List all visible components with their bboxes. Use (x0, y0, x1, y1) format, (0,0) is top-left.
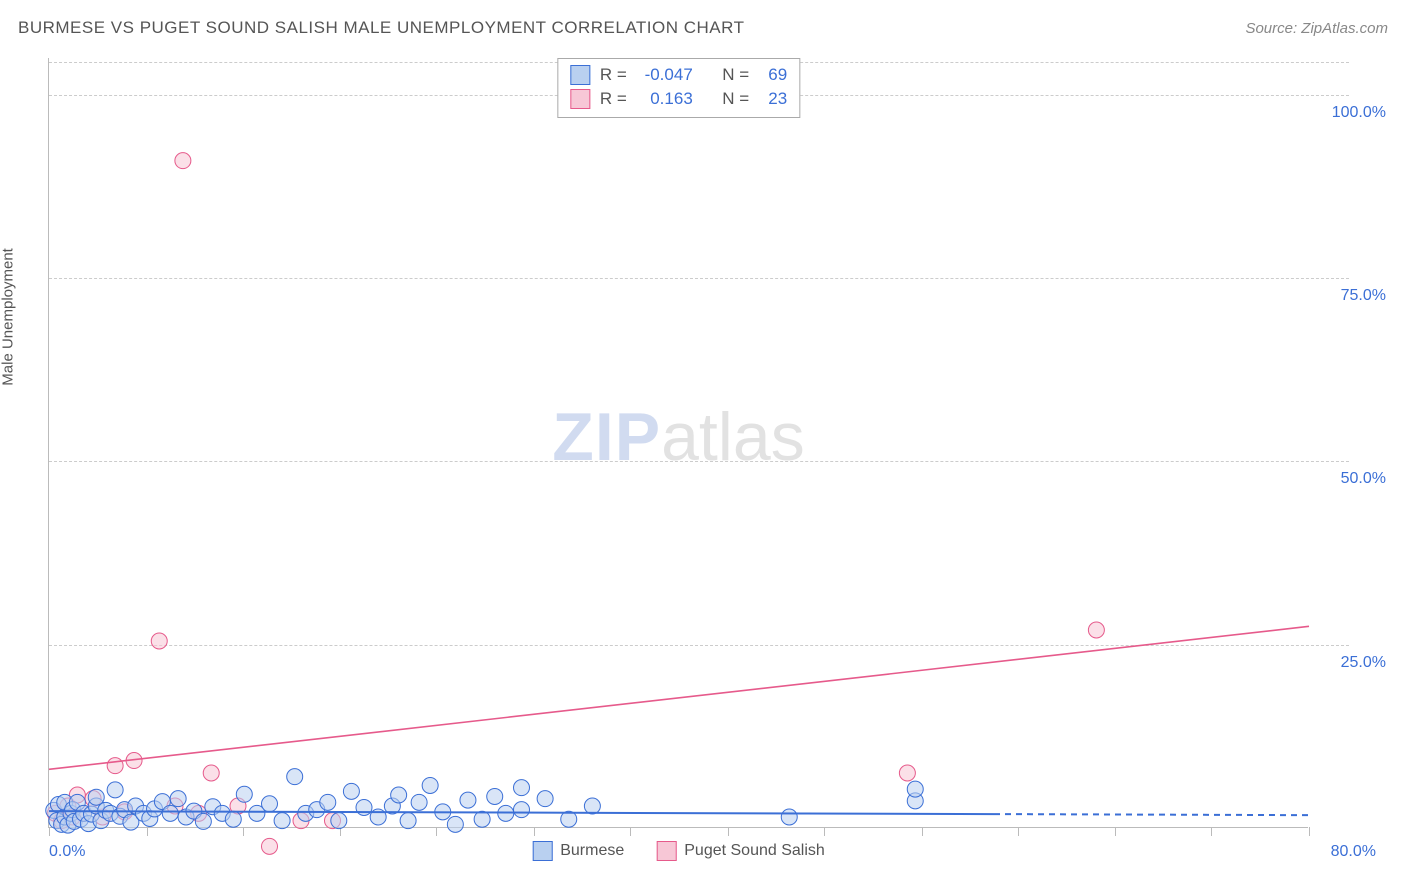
scatter-point (391, 787, 407, 803)
legend-stats-row-b: R = 0.163 N = 23 (570, 87, 787, 111)
series-b-swatch-icon (570, 89, 590, 109)
scatter-point (331, 813, 347, 829)
scatter-point (781, 809, 797, 825)
scatter-point (162, 805, 178, 821)
scatter-point (422, 777, 438, 793)
scatter-point (1088, 622, 1104, 638)
legend-series: Burmese Puget Sound Salish (532, 841, 825, 861)
series-a-swatch-icon (570, 65, 590, 85)
scatter-point (170, 791, 186, 807)
y-tick-label: 50.0% (1316, 470, 1386, 488)
scatter-point (474, 811, 490, 827)
scatter-point (151, 633, 167, 649)
x-tick (1211, 827, 1212, 836)
scatter-point (88, 789, 104, 805)
scatter-point (400, 813, 416, 829)
y-tick-label: 100.0% (1316, 104, 1386, 122)
scatter-point (460, 792, 476, 808)
scatter-point (287, 769, 303, 785)
series-a-legend-swatch-icon (532, 841, 552, 861)
y-tick-label: 75.0% (1316, 287, 1386, 305)
scatter-point (411, 794, 427, 810)
legend-stats: R = -0.047 N = 69 R = 0.163 N = 23 (557, 58, 800, 118)
x-tick (1018, 827, 1019, 836)
x-tick (1115, 827, 1116, 836)
scatter-point (107, 782, 123, 798)
series-b-N-value: 23 (759, 87, 787, 111)
scatter-point (343, 783, 359, 799)
legend-item-a: Burmese (532, 841, 624, 861)
scatter-point (320, 794, 336, 810)
legend-item-b: Puget Sound Salish (656, 841, 825, 861)
scatter-point (487, 788, 503, 804)
series-b-R-value: 0.163 (637, 87, 693, 111)
x-tick (436, 827, 437, 836)
regression-line (994, 814, 1309, 815)
x-tick (147, 827, 148, 836)
legend-stats-row-a: R = -0.047 N = 69 (570, 63, 787, 87)
x-tick (824, 827, 825, 836)
series-b-N-label: N = (722, 87, 749, 111)
scatter-point (195, 813, 211, 829)
scatter-point (203, 765, 219, 781)
x-axis-max-label: 80.0% (1331, 843, 1376, 861)
scatter-point (236, 786, 252, 802)
x-axis-min-label: 0.0% (49, 843, 85, 861)
chart-source: Source: ZipAtlas.com (1245, 20, 1388, 37)
series-a-R-label: R = (600, 63, 627, 87)
scatter-point (175, 153, 191, 169)
series-a-N-value: 69 (759, 63, 787, 87)
scatter-point (514, 780, 530, 796)
x-tick (49, 827, 50, 836)
series-a-R-value: -0.047 (637, 63, 693, 87)
y-axis-label: Male Unemployment (0, 248, 17, 386)
x-tick (243, 827, 244, 836)
x-tick (1309, 827, 1310, 836)
scatter-point (447, 816, 463, 832)
scatter-point (107, 758, 123, 774)
series-b-legend-swatch-icon (656, 841, 676, 861)
scatter-point (262, 796, 278, 812)
scatter-point (899, 765, 915, 781)
scatter-point (274, 813, 290, 829)
scatter-point (262, 838, 278, 854)
scatter-point (907, 781, 923, 797)
scatter-point (537, 791, 553, 807)
series-a-N-label: N = (722, 63, 749, 87)
y-tick-label: 25.0% (1316, 654, 1386, 672)
series-b-label: Puget Sound Salish (684, 842, 825, 860)
chart-title: BURMESE VS PUGET SOUND SALISH MALE UNEMP… (18, 18, 745, 38)
regression-line (49, 626, 1309, 769)
x-tick (630, 827, 631, 836)
scatter-svg (49, 58, 1308, 827)
x-tick (922, 827, 923, 836)
x-tick (728, 827, 729, 836)
plot-area: ZIPatlas 25.0%50.0%75.0%100.0% 0.0% 80.0… (48, 58, 1308, 828)
series-a-label: Burmese (560, 842, 624, 860)
x-tick (534, 827, 535, 836)
scatter-point (514, 802, 530, 818)
scatter-point (584, 798, 600, 814)
scatter-point (225, 811, 241, 827)
series-b-R-label: R = (600, 87, 627, 111)
